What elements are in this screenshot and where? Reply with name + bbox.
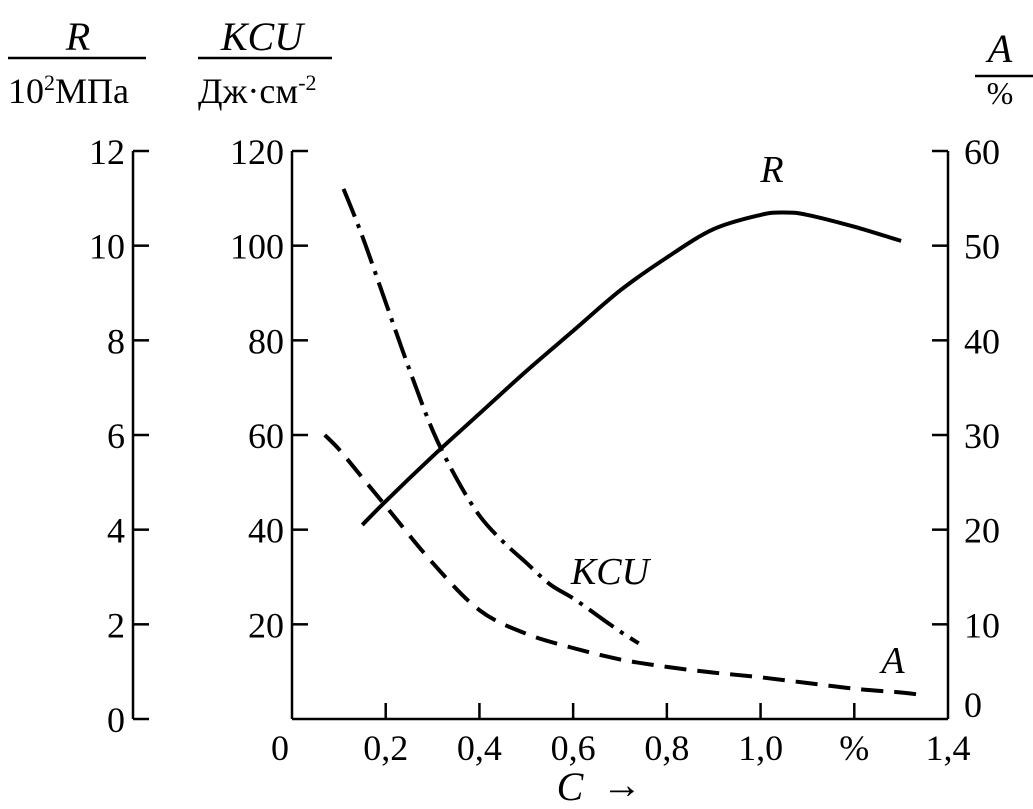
curve-label-kcu: KCU	[570, 551, 652, 593]
a-axis-header: A %	[975, 26, 1033, 111]
x-axis-tick-label: 0,2	[363, 728, 408, 768]
r-axis-unit: 102МПа	[8, 70, 129, 111]
kcu-axis-tick-label: 60	[248, 416, 284, 456]
a-axis-tick-label: 50	[964, 227, 1000, 267]
r-axis-tick-label: 8	[107, 321, 125, 361]
x-axis-title: C	[557, 764, 585, 809]
r-axis-title: R	[65, 14, 90, 59]
a-axis-tick-label: 60	[964, 132, 1000, 172]
x-axis-tick-label: 0,6	[551, 728, 596, 768]
r-axis-tick-label: 2	[107, 605, 125, 645]
r-axis-tick-label: 0	[107, 700, 125, 740]
a-axis-tick-label: 0	[964, 685, 982, 725]
r-axis-tick-label: 6	[107, 416, 125, 456]
series-line-r	[360, 210, 902, 527]
r-axis-tick-label: 4	[107, 511, 125, 551]
a-axis-unit: %	[987, 75, 1014, 111]
x-axis-tick-label: 0,8	[644, 728, 689, 768]
a-axis-tick-label: 30	[964, 416, 1000, 456]
series-line-kcu	[341, 188, 640, 645]
x-axis-tick-label: 1,0	[738, 728, 783, 768]
a-axis: 0 10 20 30 40 50 60	[932, 132, 1000, 725]
a-axis-tick-label: 20	[964, 511, 1000, 551]
x-axis-tick-label: 0	[271, 728, 289, 768]
kcu-axis-tick-label: 80	[248, 321, 284, 361]
kcu-axis: 20 40 60 80 100 120	[230, 132, 308, 719]
curve-label-r: R	[759, 149, 783, 191]
r-axis-tick-label: 10	[89, 227, 125, 267]
a-axis-title: A	[985, 26, 1013, 71]
x-axis-tick-label: 0,4	[457, 728, 502, 768]
x-axis-tick-label: 1,4	[926, 728, 971, 768]
kcu-axis-tick-label: 100	[230, 227, 284, 267]
plot-curves	[323, 188, 925, 698]
kcu-axis-tick-label: 120	[230, 132, 284, 172]
x-axis-arrow: →	[602, 762, 642, 807]
r-axis: 0 2 4 6 8 10 12	[89, 132, 149, 740]
r-axis-tick-label: 12	[89, 132, 125, 172]
curve-label-a: A	[878, 640, 905, 682]
a-axis-tick-label: 40	[964, 321, 1000, 361]
kcu-axis-title: KCU	[220, 14, 306, 59]
kcu-axis-header: KCU Дж·см-2	[198, 14, 332, 111]
r-axis-header: R 102МПа	[8, 14, 146, 111]
series-line-a	[323, 433, 925, 698]
x-axis: 0 0,2 0,4 0,6 0,8 1,0% 1,4	[271, 703, 971, 768]
kcu-axis-tick-label: 20	[248, 605, 284, 645]
kcu-axis-unit: Дж·см-2	[198, 70, 317, 111]
a-axis-tick-label: 10	[964, 605, 1000, 645]
x-axis-tick-label: %	[839, 728, 869, 768]
kcu-axis-tick-label: 40	[248, 511, 284, 551]
x-axis-caption: C →	[557, 762, 642, 809]
